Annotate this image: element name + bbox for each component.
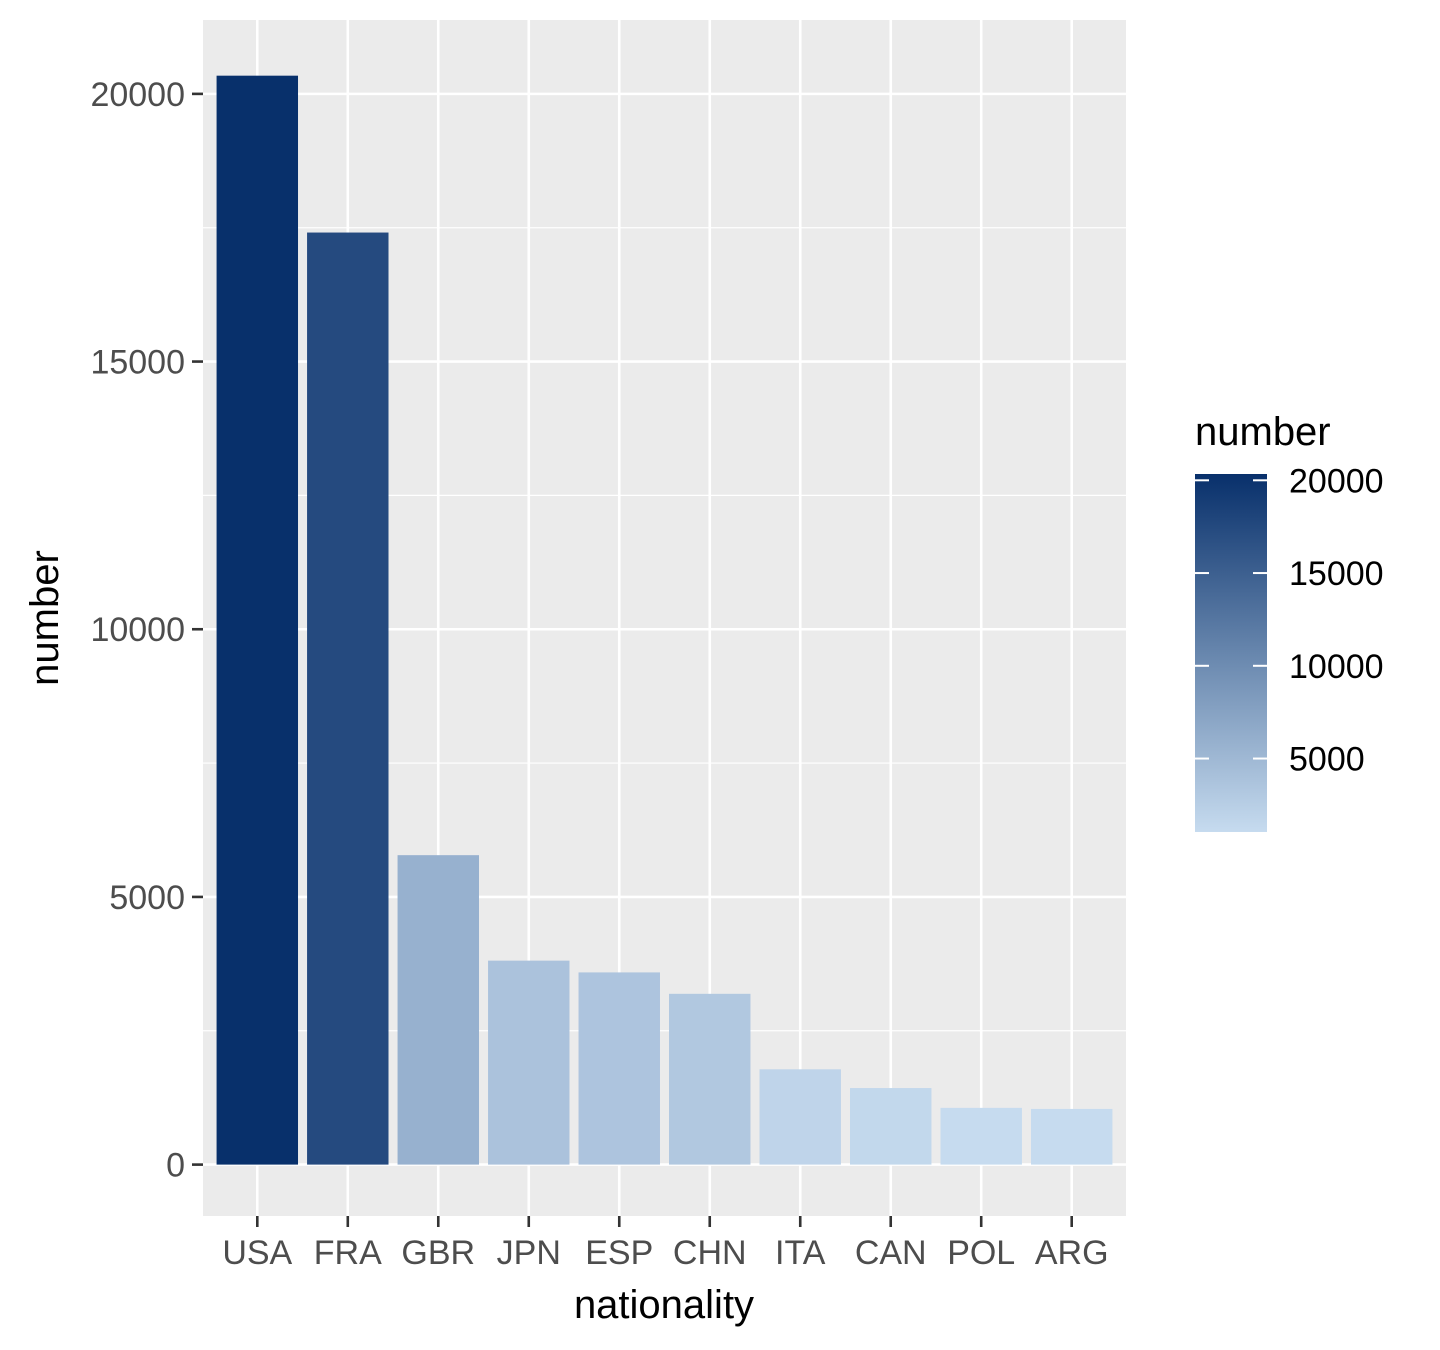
legend-break-label: 20000 xyxy=(1289,462,1384,500)
bar-esp xyxy=(578,972,660,1165)
x-axis-title: nationality xyxy=(574,1283,754,1327)
x-tick-label: JPN xyxy=(497,1234,561,1272)
y-tick-label: 0 xyxy=(166,1147,185,1185)
bar-jpn xyxy=(488,960,570,1165)
legend-title: number xyxy=(1195,410,1331,454)
bar-usa xyxy=(216,75,299,1165)
legend-break-label: 15000 xyxy=(1289,555,1384,593)
x-tick-label: GBR xyxy=(401,1234,475,1272)
x-tick-label: USA xyxy=(222,1234,292,1272)
x-tick-label: POL xyxy=(947,1234,1015,1272)
x-axis: USA FRA GBR JPN ESP CHN ITA CAN POL ARG xyxy=(222,1216,1109,1272)
bar-can xyxy=(850,1088,932,1165)
legend-break-label: 5000 xyxy=(1289,741,1365,779)
legend-ticks: 5000 10000 15000 20000 xyxy=(1195,462,1384,779)
x-tick-label: CAN xyxy=(855,1234,927,1272)
bar-gbr xyxy=(397,855,479,1165)
y-tick-label: 10000 xyxy=(90,611,185,649)
y-tick-label: 5000 xyxy=(109,879,185,917)
y-tick-label: 20000 xyxy=(90,76,185,114)
x-tick-label: FRA xyxy=(314,1234,382,1272)
bar-chn xyxy=(669,993,751,1165)
x-tick-label: ITA xyxy=(775,1234,826,1272)
bar-arg xyxy=(1030,1108,1113,1165)
x-tick-label: ARG xyxy=(1035,1234,1109,1272)
y-axis-title: number xyxy=(23,550,67,686)
bar-ita xyxy=(759,1069,841,1165)
x-tick-label: ESP xyxy=(585,1234,653,1272)
bar-fra xyxy=(307,232,389,1165)
legend: number 5000 10000 15000 20000 xyxy=(1195,410,1384,832)
bars xyxy=(216,75,1113,1165)
y-axis: 0 5000 10000 15000 20000 xyxy=(90,76,203,1185)
x-tick-label: CHN xyxy=(673,1234,747,1272)
bar-pol xyxy=(940,1107,1022,1165)
y-tick-label: 15000 xyxy=(90,344,185,382)
legend-break-label: 10000 xyxy=(1289,648,1384,686)
legend-colorbar xyxy=(1195,474,1267,832)
